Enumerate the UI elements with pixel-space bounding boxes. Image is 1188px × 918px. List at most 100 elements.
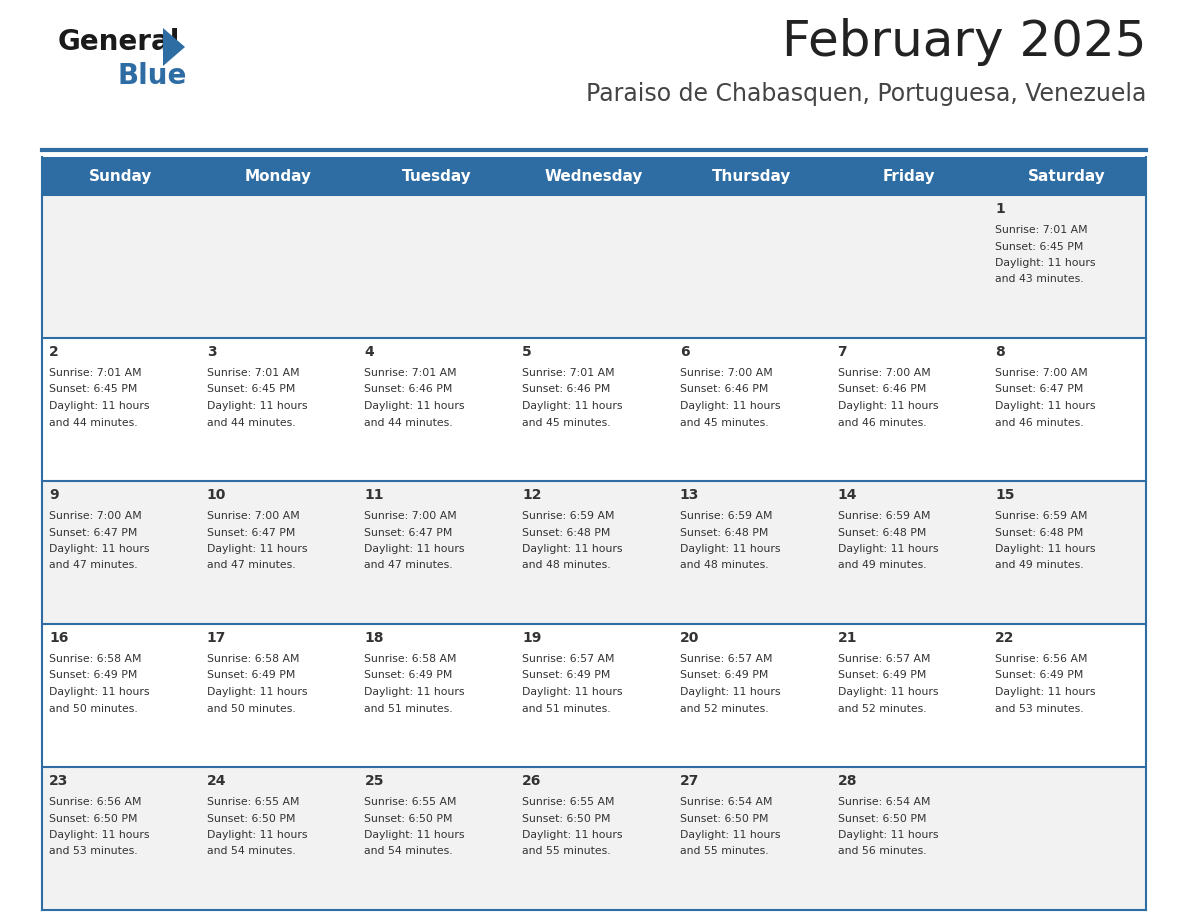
Text: Sunset: 6:47 PM: Sunset: 6:47 PM [207,528,295,538]
Text: General: General [58,28,181,56]
Text: Tuesday: Tuesday [402,169,472,184]
Text: Paraiso de Chabasquen, Portuguesa, Venezuela: Paraiso de Chabasquen, Portuguesa, Venez… [586,82,1146,106]
Text: Sunset: 6:47 PM: Sunset: 6:47 PM [365,528,453,538]
Text: Sunrise: 6:59 AM: Sunrise: 6:59 AM [680,511,772,521]
Text: 23: 23 [49,774,69,788]
Text: Sunrise: 6:58 AM: Sunrise: 6:58 AM [365,654,457,664]
Text: Daylight: 11 hours: Daylight: 11 hours [365,401,465,411]
Text: and 45 minutes.: and 45 minutes. [680,418,769,428]
Text: Sunset: 6:49 PM: Sunset: 6:49 PM [49,670,138,680]
Bar [358,157,516,195]
Text: and 44 minutes.: and 44 minutes. [49,418,138,428]
Text: Daylight: 11 hours: Daylight: 11 hours [838,830,939,840]
Text: Sunset: 6:48 PM: Sunset: 6:48 PM [523,528,611,538]
Text: Sunrise: 6:56 AM: Sunrise: 6:56 AM [996,654,1088,664]
Bar [988,157,1146,195]
Text: Sunrise: 7:01 AM: Sunrise: 7:01 AM [365,368,457,378]
Text: 16: 16 [49,631,69,645]
Text: Daylight: 11 hours: Daylight: 11 hours [207,830,308,840]
Text: Daylight: 11 hours: Daylight: 11 hours [838,544,939,554]
Bar [42,767,1146,910]
Text: and 52 minutes.: and 52 minutes. [680,703,769,713]
Text: and 47 minutes.: and 47 minutes. [207,561,296,570]
Text: 27: 27 [680,774,700,788]
Text: Sunrise: 7:00 AM: Sunrise: 7:00 AM [207,511,299,521]
Text: Sunrise: 6:56 AM: Sunrise: 6:56 AM [49,797,141,807]
Bar [42,195,1146,338]
Text: Daylight: 11 hours: Daylight: 11 hours [523,687,623,697]
Text: 14: 14 [838,488,857,502]
Text: 7: 7 [838,345,847,359]
Text: Sunset: 6:49 PM: Sunset: 6:49 PM [365,670,453,680]
Text: Sunrise: 7:00 AM: Sunrise: 7:00 AM [838,368,930,378]
Text: Sunrise: 6:59 AM: Sunrise: 6:59 AM [523,511,614,521]
Text: and 56 minutes.: and 56 minutes. [838,846,927,856]
Text: Sunset: 6:48 PM: Sunset: 6:48 PM [838,528,925,538]
Text: Sunrise: 6:58 AM: Sunrise: 6:58 AM [49,654,141,664]
Text: Sunrise: 7:01 AM: Sunrise: 7:01 AM [207,368,299,378]
Text: Sunset: 6:49 PM: Sunset: 6:49 PM [680,670,769,680]
Text: Sunset: 6:50 PM: Sunset: 6:50 PM [523,813,611,823]
Text: Daylight: 11 hours: Daylight: 11 hours [365,544,465,554]
Text: Daylight: 11 hours: Daylight: 11 hours [49,687,150,697]
Text: Sunrise: 7:00 AM: Sunrise: 7:00 AM [365,511,457,521]
Text: Sunset: 6:46 PM: Sunset: 6:46 PM [523,385,611,395]
Text: 15: 15 [996,488,1015,502]
Text: 1: 1 [996,202,1005,216]
Text: Sunset: 6:46 PM: Sunset: 6:46 PM [838,385,925,395]
Text: 26: 26 [523,774,542,788]
Text: 4: 4 [365,345,374,359]
Text: 12: 12 [523,488,542,502]
Text: Daylight: 11 hours: Daylight: 11 hours [49,830,150,840]
Text: Sunrise: 6:58 AM: Sunrise: 6:58 AM [207,654,299,664]
Text: Daylight: 11 hours: Daylight: 11 hours [207,544,308,554]
Text: and 46 minutes.: and 46 minutes. [996,418,1083,428]
Text: Sunrise: 6:57 AM: Sunrise: 6:57 AM [838,654,930,664]
Text: and 51 minutes.: and 51 minutes. [365,703,453,713]
Text: Sunrise: 7:00 AM: Sunrise: 7:00 AM [680,368,772,378]
Text: and 55 minutes.: and 55 minutes. [680,846,769,856]
Text: 24: 24 [207,774,226,788]
Text: Daylight: 11 hours: Daylight: 11 hours [49,401,150,411]
Text: and 50 minutes.: and 50 minutes. [49,703,138,713]
Bar [42,624,1146,767]
Text: Sunset: 6:48 PM: Sunset: 6:48 PM [680,528,769,538]
Text: Sunset: 6:49 PM: Sunset: 6:49 PM [207,670,295,680]
Text: 5: 5 [523,345,532,359]
Text: Sunset: 6:50 PM: Sunset: 6:50 PM [365,813,453,823]
Text: Sunrise: 7:01 AM: Sunrise: 7:01 AM [996,225,1088,235]
Text: and 54 minutes.: and 54 minutes. [207,846,296,856]
Text: Sunday: Sunday [89,169,152,184]
Text: and 46 minutes.: and 46 minutes. [838,418,927,428]
Text: 18: 18 [365,631,384,645]
Text: Sunset: 6:45 PM: Sunset: 6:45 PM [49,385,138,395]
Text: Daylight: 11 hours: Daylight: 11 hours [207,401,308,411]
Text: Sunrise: 6:54 AM: Sunrise: 6:54 AM [680,797,772,807]
Text: and 53 minutes.: and 53 minutes. [49,846,138,856]
Text: 13: 13 [680,488,700,502]
Text: and 48 minutes.: and 48 minutes. [680,561,769,570]
Text: Thursday: Thursday [712,169,791,184]
Text: Sunrise: 7:01 AM: Sunrise: 7:01 AM [523,368,614,378]
Text: and 47 minutes.: and 47 minutes. [365,561,453,570]
Bar [42,481,1146,624]
Text: 28: 28 [838,774,857,788]
Text: 17: 17 [207,631,226,645]
Text: 6: 6 [680,345,689,359]
Text: Sunset: 6:47 PM: Sunset: 6:47 PM [996,385,1083,395]
Text: Daylight: 11 hours: Daylight: 11 hours [996,544,1095,554]
Text: Sunrise: 6:57 AM: Sunrise: 6:57 AM [523,654,614,664]
Text: and 49 minutes.: and 49 minutes. [838,561,927,570]
Text: Daylight: 11 hours: Daylight: 11 hours [680,544,781,554]
Text: Sunset: 6:48 PM: Sunset: 6:48 PM [996,528,1083,538]
Text: Saturday: Saturday [1029,169,1106,184]
Text: Daylight: 11 hours: Daylight: 11 hours [523,830,623,840]
Text: Sunset: 6:45 PM: Sunset: 6:45 PM [207,385,295,395]
Text: Blue: Blue [118,62,188,90]
Text: Daylight: 11 hours: Daylight: 11 hours [523,401,623,411]
Text: Sunrise: 6:59 AM: Sunrise: 6:59 AM [996,511,1088,521]
Text: Sunrise: 6:59 AM: Sunrise: 6:59 AM [838,511,930,521]
Text: and 44 minutes.: and 44 minutes. [207,418,296,428]
Text: Daylight: 11 hours: Daylight: 11 hours [365,830,465,840]
Text: Sunrise: 6:55 AM: Sunrise: 6:55 AM [207,797,299,807]
